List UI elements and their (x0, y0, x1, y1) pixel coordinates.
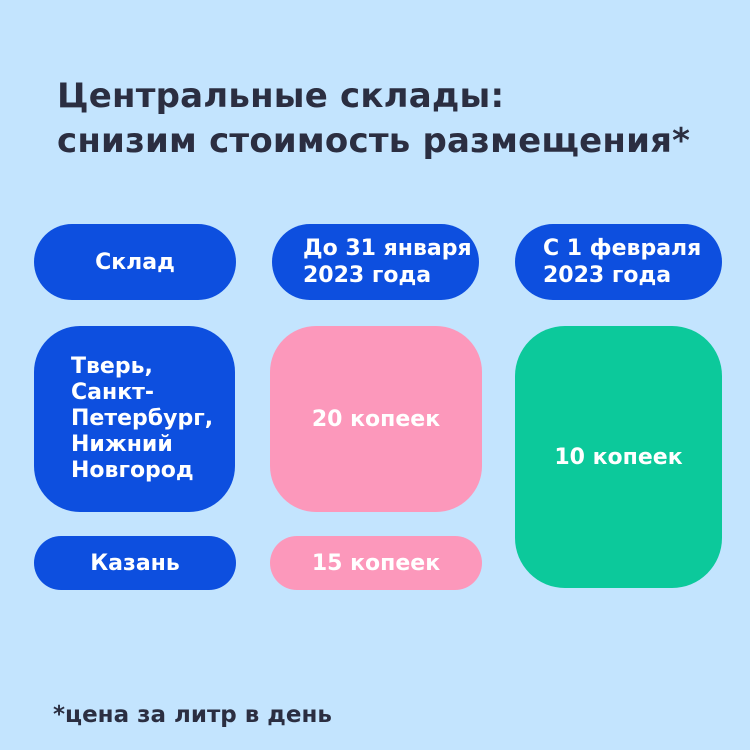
page-title-line1: Центральные склады: (57, 76, 505, 116)
header-warehouse-cell: Склад (34, 224, 236, 300)
warehouse-cities-line4: Нижний (71, 432, 173, 457)
header-period-after-cell: С 1 февраля 2023 года (515, 224, 722, 300)
warehouse-cities-cell: Тверь, Санкт- Петербург, Нижний Новгород (34, 326, 235, 512)
warehouse-cities-line2: Санкт- (71, 380, 155, 405)
warehouse-cities-line1: Тверь, (71, 354, 153, 379)
price-footnote: *цена за литр в день (53, 702, 332, 728)
page-title-line2: снизим стоимость размещения* (57, 121, 691, 161)
header-period-before-line2: 2023 года (303, 263, 432, 288)
price-before-main-cell: 20 копеек (270, 326, 482, 512)
page-title: Центральные склады: снизим стоимость раз… (57, 74, 690, 164)
header-period-before-cell: До 31 января 2023 года (272, 224, 479, 300)
header-period-after-line1: С 1 февраля (543, 236, 702, 261)
warehouse-cities-line5: Новгород (71, 458, 194, 483)
warehouse-cities-line3: Петербург, (71, 406, 214, 431)
warehouse-kazan-cell: Казань (34, 536, 236, 590)
price-after-cell: 10 копеек (515, 326, 722, 588)
price-before-kazan-cell: 15 копеек (270, 536, 482, 590)
header-period-before-line1: До 31 января (303, 236, 472, 261)
header-period-after-line2: 2023 года (543, 263, 672, 288)
